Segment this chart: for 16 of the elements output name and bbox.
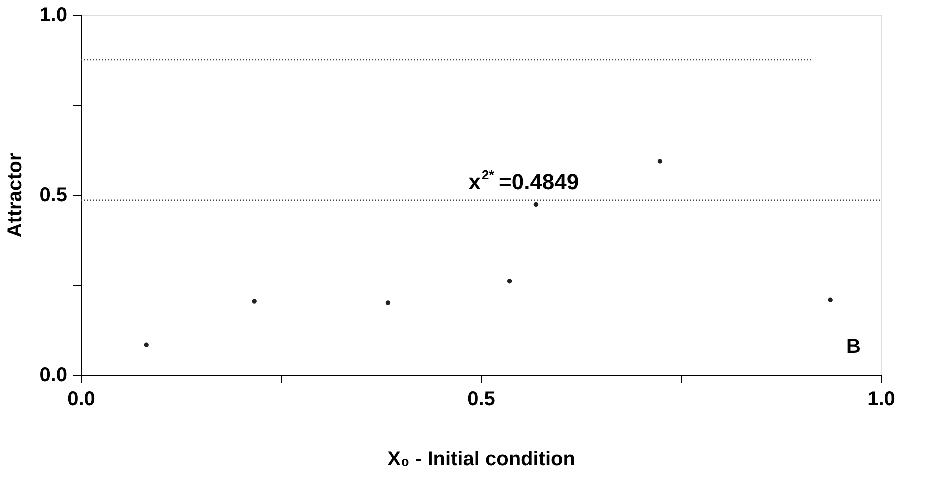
annotation: B — [846, 336, 861, 358]
x-axis-title: X₀ - Initial condition — [388, 448, 576, 470]
y-tick-label: 0.5 — [40, 184, 68, 206]
y-tick-label: 0.0 — [40, 364, 68, 386]
x-tick-label: 1.0 — [868, 388, 896, 410]
point — [828, 298, 833, 302]
point — [144, 342, 149, 348]
point — [507, 279, 512, 284]
point — [658, 159, 663, 164]
x-tick-label: 0.0 — [68, 388, 96, 410]
point — [252, 299, 257, 304]
y-axis-title: Attractor — [4, 153, 27, 238]
point — [386, 300, 391, 306]
point — [534, 202, 539, 208]
x-tick-label: 0.5 — [468, 388, 496, 410]
y-tick-label: 1.0 — [40, 4, 68, 26]
